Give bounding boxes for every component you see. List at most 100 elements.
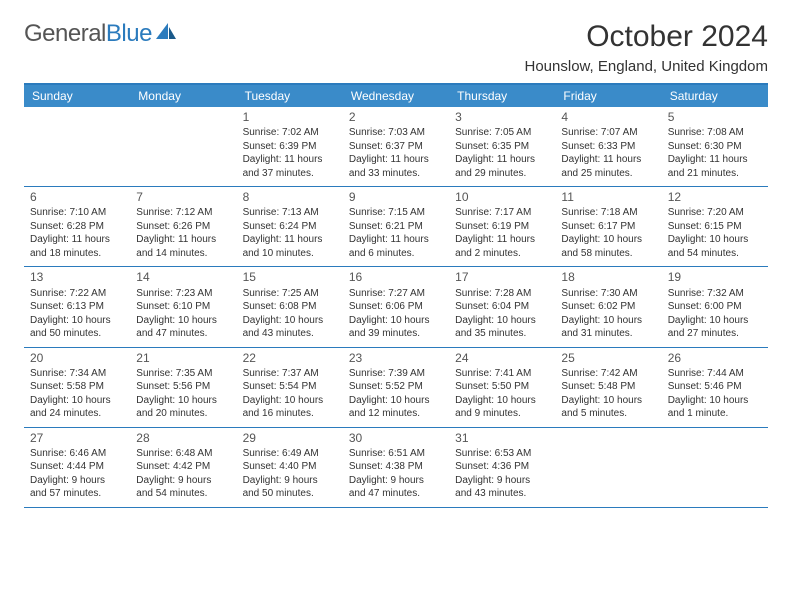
day-cell: 20Sunrise: 7:34 AMSunset: 5:58 PMDayligh…	[24, 348, 130, 427]
day-cell: 14Sunrise: 7:23 AMSunset: 6:10 PMDayligh…	[130, 267, 236, 346]
sunset-text: Sunset: 6:24 PM	[243, 220, 337, 234]
sunrise-text: Sunrise: 7:03 AM	[349, 126, 443, 140]
day-number: 26	[668, 350, 762, 366]
sunset-text: Sunset: 4:42 PM	[136, 460, 230, 474]
logo-text-2: Blue	[106, 20, 152, 48]
sunrise-text: Sunrise: 7:44 AM	[668, 367, 762, 381]
sunrise-text: Sunrise: 7:07 AM	[561, 126, 655, 140]
sunset-text: Sunset: 5:56 PM	[136, 380, 230, 394]
sunset-text: Sunset: 6:37 PM	[349, 140, 443, 154]
daylight-text: Daylight: 9 hours and 47 minutes.	[349, 474, 443, 501]
day-number: 18	[561, 269, 655, 285]
day-cell: 3Sunrise: 7:05 AMSunset: 6:35 PMDaylight…	[449, 107, 555, 186]
day-cell: 7Sunrise: 7:12 AMSunset: 6:26 PMDaylight…	[130, 187, 236, 266]
sunrise-text: Sunrise: 7:05 AM	[455, 126, 549, 140]
day-cell: 11Sunrise: 7:18 AMSunset: 6:17 PMDayligh…	[555, 187, 661, 266]
day-number: 25	[561, 350, 655, 366]
sunrise-text: Sunrise: 7:27 AM	[349, 287, 443, 301]
daylight-text: Daylight: 11 hours and 33 minutes.	[349, 153, 443, 180]
daylight-text: Daylight: 11 hours and 2 minutes.	[455, 233, 549, 260]
sunset-text: Sunset: 4:40 PM	[243, 460, 337, 474]
sunset-text: Sunset: 6:28 PM	[30, 220, 124, 234]
daylight-text: Daylight: 10 hours and 5 minutes.	[561, 394, 655, 421]
daylight-text: Daylight: 11 hours and 25 minutes.	[561, 153, 655, 180]
sunrise-text: Sunrise: 6:51 AM	[349, 447, 443, 461]
daylight-text: Daylight: 11 hours and 10 minutes.	[243, 233, 337, 260]
day-cell: 4Sunrise: 7:07 AMSunset: 6:33 PMDaylight…	[555, 107, 661, 186]
daylight-text: Daylight: 10 hours and 31 minutes.	[561, 314, 655, 341]
day-cell: 1Sunrise: 7:02 AMSunset: 6:39 PMDaylight…	[237, 107, 343, 186]
day-cell: 12Sunrise: 7:20 AMSunset: 6:15 PMDayligh…	[662, 187, 768, 266]
day-number: 13	[30, 269, 124, 285]
week-row: 1Sunrise: 7:02 AMSunset: 6:39 PMDaylight…	[24, 107, 768, 187]
day-cell: 13Sunrise: 7:22 AMSunset: 6:13 PMDayligh…	[24, 267, 130, 346]
day-number: 7	[136, 189, 230, 205]
sunset-text: Sunset: 6:19 PM	[455, 220, 549, 234]
daylight-text: Daylight: 11 hours and 37 minutes.	[243, 153, 337, 180]
sunrise-text: Sunrise: 7:17 AM	[455, 206, 549, 220]
day-cell: 10Sunrise: 7:17 AMSunset: 6:19 PMDayligh…	[449, 187, 555, 266]
daylight-text: Daylight: 9 hours and 54 minutes.	[136, 474, 230, 501]
sunset-text: Sunset: 4:36 PM	[455, 460, 549, 474]
sunrise-text: Sunrise: 7:15 AM	[349, 206, 443, 220]
sunset-text: Sunset: 6:04 PM	[455, 300, 549, 314]
day-number: 31	[455, 430, 549, 446]
day-cell: 15 Sunrise: 7:25 AMSunset: 6:08 PMDayligh…	[237, 267, 343, 346]
week-row: 27Sunrise: 6:46 AMSunset: 4:44 PMDayligh…	[24, 428, 768, 508]
daylight-text: Daylight: 9 hours and 43 minutes.	[455, 474, 549, 501]
day-header-row: SundayMondayTuesdayWednesdayThursdayFrid…	[24, 85, 768, 107]
day-cell: 5Sunrise: 7:08 AMSunset: 6:30 PMDaylight…	[662, 107, 768, 186]
logo-text-1: General	[24, 20, 106, 48]
calendar: SundayMondayTuesdayWednesdayThursdayFrid…	[24, 83, 768, 508]
day-cell: 29Sunrise: 6:49 AMSunset: 4:40 PMDayligh…	[237, 428, 343, 507]
month-title: October 2024	[525, 20, 769, 54]
day-cell	[555, 428, 661, 507]
sunrise-text: Sunrise: 7:42 AM	[561, 367, 655, 381]
day-number: 19	[668, 269, 762, 285]
sunrise-text: Sunrise: 6:48 AM	[136, 447, 230, 461]
day-number: 2	[349, 109, 443, 125]
sunrise-text: Sunrise: 7:39 AM	[349, 367, 443, 381]
day-cell: 21Sunrise: 7:35 AMSunset: 5:56 PMDayligh…	[130, 348, 236, 427]
daylight-text: Daylight: 10 hours and 58 minutes.	[561, 233, 655, 260]
sunset-text: Sunset: 6:08 PM	[243, 300, 337, 314]
day-number: 27	[30, 430, 124, 446]
day-cell: 19Sunrise: 7:32 AMSunset: 6:00 PMDayligh…	[662, 267, 768, 346]
sunset-text: Sunset: 5:48 PM	[561, 380, 655, 394]
day-number: 14	[136, 269, 230, 285]
sunrise-text: Sunrise: 6:53 AM	[455, 447, 549, 461]
day-header-cell: Wednesday	[343, 85, 449, 107]
day-cell: 28Sunrise: 6:48 AMSunset: 4:42 PMDayligh…	[130, 428, 236, 507]
sunrise-text: Sunrise: 7:25 AM	[243, 287, 337, 301]
sunrise-text: Sunrise: 7:23 AM	[136, 287, 230, 301]
week-row: 6Sunrise: 7:10 AMSunset: 6:28 PMDaylight…	[24, 187, 768, 267]
daylight-text: Daylight: 10 hours and 1 minute.	[668, 394, 762, 421]
day-number: 11	[561, 189, 655, 205]
sunset-text: Sunset: 6:35 PM	[455, 140, 549, 154]
sunrise-text: Sunrise: 7:30 AM	[561, 287, 655, 301]
day-number: 21	[136, 350, 230, 366]
week-row: 13Sunrise: 7:22 AMSunset: 6:13 PMDayligh…	[24, 267, 768, 347]
day-number: 29	[243, 430, 337, 446]
day-number: 1	[243, 109, 337, 125]
day-cell: 24Sunrise: 7:41 AMSunset: 5:50 PMDayligh…	[449, 348, 555, 427]
day-cell: 8Sunrise: 7:13 AMSunset: 6:24 PMDaylight…	[237, 187, 343, 266]
day-number: 30	[349, 430, 443, 446]
header: GeneralBlue October 2024 Hounslow, Engla…	[24, 20, 768, 75]
daylight-text: Daylight: 10 hours and 20 minutes.	[136, 394, 230, 421]
daylight-text: Daylight: 10 hours and 43 minutes.	[243, 314, 337, 341]
day-cell	[24, 107, 130, 186]
day-number: 15	[243, 269, 337, 285]
day-number: 8	[243, 189, 337, 205]
sunset-text: Sunset: 5:52 PM	[349, 380, 443, 394]
day-number: 28	[136, 430, 230, 446]
daylight-text: Daylight: 10 hours and 54 minutes.	[668, 233, 762, 260]
sunset-text: Sunset: 6:21 PM	[349, 220, 443, 234]
day-number: 24	[455, 350, 549, 366]
sunrise-text: Sunrise: 7:18 AM	[561, 206, 655, 220]
day-number: 6	[30, 189, 124, 205]
day-number: 17	[455, 269, 549, 285]
sunrise-text: Sunrise: 7:13 AM	[243, 206, 337, 220]
sunset-text: Sunset: 6:17 PM	[561, 220, 655, 234]
daylight-text: Daylight: 10 hours and 24 minutes.	[30, 394, 124, 421]
